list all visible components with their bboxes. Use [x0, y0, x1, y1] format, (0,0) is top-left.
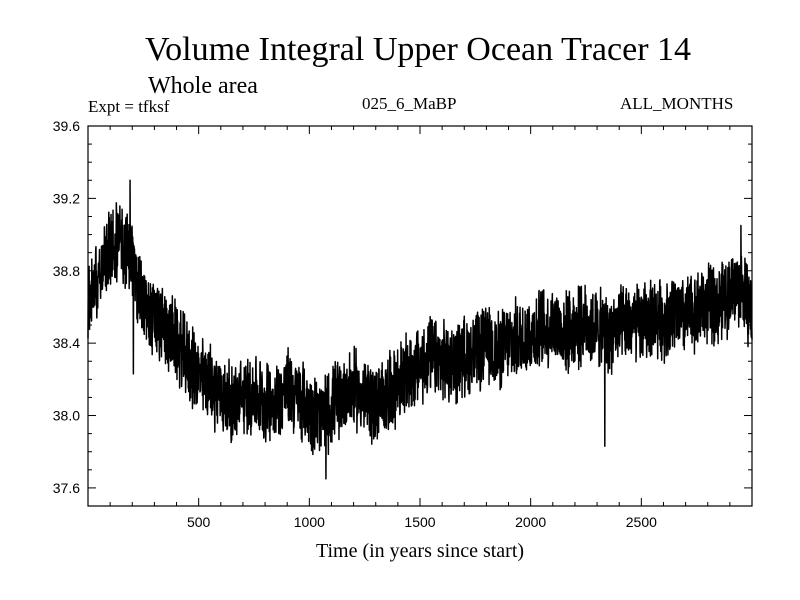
months-label: ALL_MONTHS [620, 94, 733, 113]
chart-title: Volume Integral Upper Ocean Tracer 14 [145, 31, 691, 68]
x-tick-label: 1500 [404, 514, 435, 530]
y-tick-label: 37.6 [53, 480, 80, 496]
series-line [87, 179, 753, 480]
x-tick-label: 2000 [515, 514, 546, 530]
x-tick-label: 500 [187, 514, 211, 530]
x-tick-label: 1000 [294, 514, 325, 530]
y-tick-label: 38.0 [53, 408, 80, 424]
plot-frame [87, 125, 753, 507]
y-tick-label: 39.6 [53, 118, 80, 134]
expt-label: Expt = tfksf [88, 97, 170, 116]
axis-ticks [88, 126, 752, 506]
y-tick-label: 38.4 [53, 335, 80, 351]
chart-subtitle: Whole area [148, 73, 258, 99]
x-axis-label: Time (in years since start) [316, 540, 524, 562]
tick-labels: 500 1000 1500 2000 2500 37.6 38.0 38.4 38.8 39.2 3… [53, 118, 657, 530]
y-tick-label: 39.2 [53, 190, 80, 206]
x-tick-label: 2500 [626, 514, 657, 530]
run-label: 025_6_MaBP [362, 94, 456, 113]
y-tick-label: 38.8 [53, 263, 80, 279]
